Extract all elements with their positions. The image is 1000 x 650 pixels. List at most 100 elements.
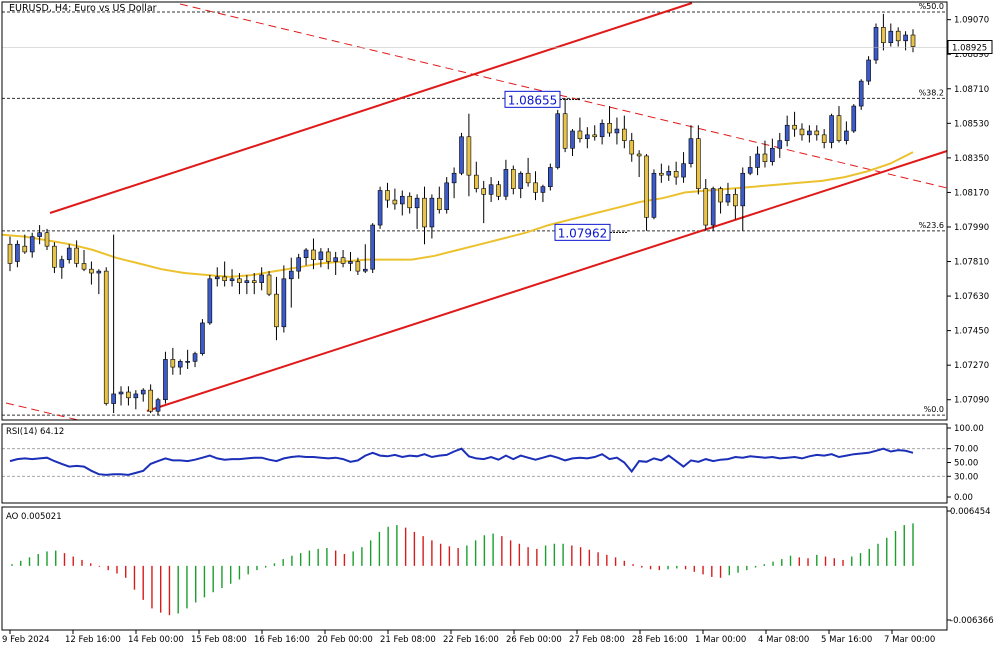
candle-body [821, 134, 827, 143]
candle [451, 167, 457, 199]
candle [895, 27, 901, 47]
candle-body [644, 155, 649, 218]
candle-body [651, 172, 657, 218]
candle [170, 347, 176, 375]
candle [651, 169, 657, 220]
candle-body [414, 197, 420, 209]
candle-body [44, 232, 50, 247]
candle [133, 390, 139, 410]
candle-body [340, 257, 346, 264]
price-panel[interactable]: %50.0 %38.2 %23.6 %0.0 1.08655 1.07962 [1, 2, 948, 421]
candle [111, 234, 116, 414]
time-tick-label: 27 Feb 08:00 [569, 635, 625, 645]
candle-body [688, 138, 694, 164]
candle-body [362, 268, 368, 272]
candle-body [133, 393, 139, 399]
candle [15, 240, 20, 268]
candle-body [451, 172, 457, 184]
candle [555, 109, 561, 170]
candle [207, 274, 213, 325]
candle [259, 267, 264, 291]
candle-body [807, 130, 812, 136]
candle-body [7, 243, 13, 264]
candle [362, 244, 368, 274]
price-tick-label: 1.07630 [954, 292, 989, 302]
time-tick-label: 16 Feb 16:00 [254, 635, 310, 645]
time-tick-label: 26 Feb 00:00 [506, 635, 562, 645]
candle-body [370, 224, 375, 270]
candle-body [429, 197, 435, 228]
candle-body [89, 268, 94, 274]
candle [370, 223, 375, 274]
candle-body [311, 249, 316, 260]
ao-panel[interactable]: AO 0.005021 [6, 512, 914, 616]
price-annotation-label: 1.07962 [558, 226, 608, 240]
candle [511, 165, 516, 195]
candle [599, 119, 605, 145]
candle-body [710, 188, 716, 226]
candle [703, 178, 709, 231]
rsi-panel[interactable]: RSI(14) 64.12 [2, 427, 947, 477]
candle [459, 132, 464, 176]
candle-body [259, 274, 264, 283]
candle-body [192, 353, 198, 362]
candle [858, 79, 864, 110]
candle [177, 359, 183, 375]
candle [192, 351, 198, 368]
candle [185, 349, 190, 370]
candle-body [866, 59, 871, 82]
candle-body [74, 247, 79, 264]
candle [747, 155, 753, 176]
candle [481, 180, 487, 224]
candle [22, 234, 28, 254]
candle-body [607, 123, 612, 134]
candle [155, 397, 161, 416]
candle-body [747, 167, 753, 174]
candle-body [126, 391, 131, 399]
candle [718, 186, 723, 214]
candle [200, 319, 205, 356]
candle-body [814, 130, 820, 136]
candle-body [481, 188, 487, 195]
candle [488, 177, 494, 203]
price-tick-label: 1.08530 [954, 119, 989, 129]
time-tick-label: 15 Feb 08:00 [191, 635, 247, 645]
candle-body [288, 270, 294, 280]
candle [318, 248, 324, 268]
candle [903, 31, 908, 51]
candle-body [29, 236, 35, 253]
candle-body [163, 359, 168, 401]
candle [126, 386, 131, 406]
candle-body [66, 247, 72, 260]
candle-body [844, 130, 849, 141]
candle [377, 186, 383, 229]
candle [348, 251, 353, 272]
candle [281, 265, 287, 333]
candle [274, 276, 279, 341]
candle [44, 228, 50, 251]
candle-body [881, 27, 886, 44]
candle [644, 154, 649, 231]
candle-body [511, 169, 516, 189]
candle-body [200, 322, 205, 354]
candle [229, 269, 235, 287]
candle [237, 273, 242, 295]
candle [244, 274, 250, 295]
candle-body [666, 171, 672, 176]
candle-body [548, 167, 553, 187]
fib-level-label: %23.6 [919, 221, 944, 230]
candle [570, 129, 575, 156]
candle [89, 261, 94, 285]
candle [636, 150, 642, 178]
candle-body [444, 182, 449, 211]
candle [792, 111, 797, 137]
candle [251, 273, 257, 295]
candle [436, 186, 442, 214]
rsi-tick-label: 70.00 [954, 445, 978, 455]
candle [466, 113, 472, 197]
candle [333, 251, 338, 275]
price-tick-label: 1.09070 [954, 16, 989, 26]
candle-body [533, 182, 538, 193]
candle [733, 188, 738, 220]
